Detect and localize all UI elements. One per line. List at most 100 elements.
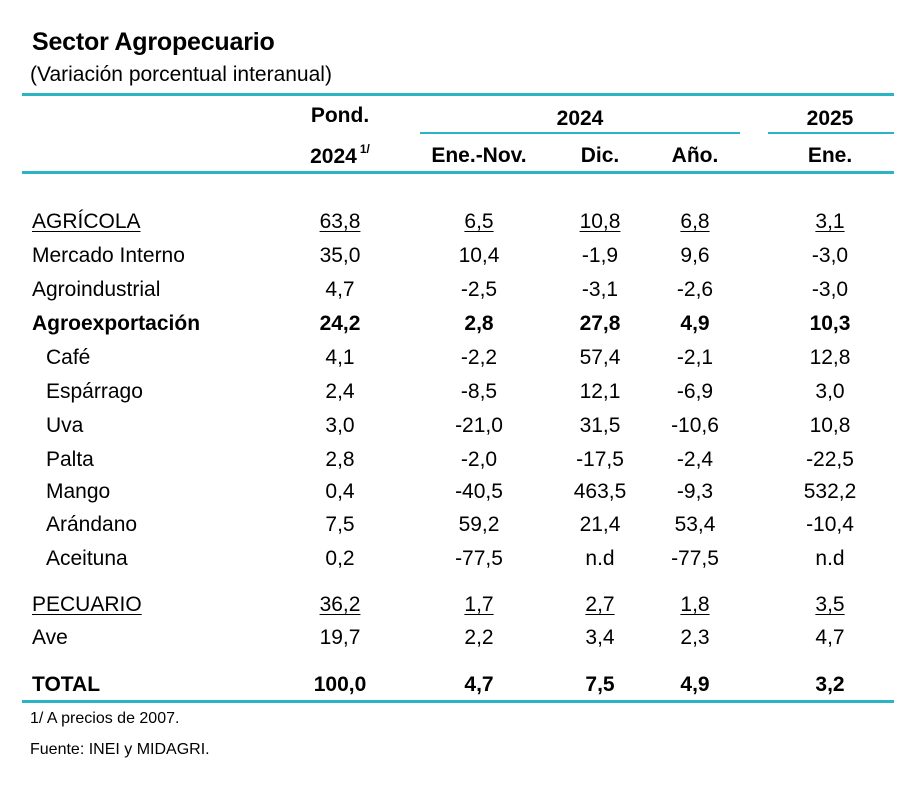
table-row: PECUARIO 36,2 1,7 2,7 1,8 3,5 xyxy=(0,593,901,627)
cell-ene: -3,0 xyxy=(811,244,849,267)
table-row: Agroexportación 24,2 2,8 27,8 4,9 10,3 xyxy=(0,312,901,346)
cell-pond: 7,5 xyxy=(325,513,355,536)
cell-ano: 1,8 xyxy=(680,593,710,616)
bottom-rule xyxy=(22,700,894,703)
cell-ene: 532,2 xyxy=(803,480,857,503)
cell-ano: 6,8 xyxy=(680,210,710,233)
table-row: Café 4,1 -2,2 57,4 -2,1 12,8 xyxy=(0,346,901,380)
cell-ene-nov: 59,2 xyxy=(458,513,500,536)
cell-dic: 57,4 xyxy=(579,346,621,369)
cell-dic: n.d xyxy=(585,547,615,570)
cell-dic: 21,4 xyxy=(579,513,621,536)
cell-ene: -3,0 xyxy=(811,278,849,301)
header-2024-rule xyxy=(420,132,740,134)
footnote-ref: 1/ xyxy=(359,142,370,156)
cell-ene-nov: 2,2 xyxy=(464,626,494,649)
cell-ano: -2,6 xyxy=(676,278,714,301)
row-label: Mango xyxy=(46,480,111,503)
cell-pond: 4,1 xyxy=(325,346,355,369)
table-row: Arándano 7,5 59,2 21,4 53,4 -10,4 xyxy=(0,513,901,547)
cell-ano: 53,4 xyxy=(674,513,716,536)
cell-ene-nov: -2,0 xyxy=(460,448,498,471)
cell-dic: 10,8 xyxy=(579,210,621,233)
cell-ene-nov: -77,5 xyxy=(455,547,503,570)
cell-pond: 0,2 xyxy=(325,547,355,570)
cell-pond: 100,0 xyxy=(313,673,367,696)
cell-pond: 19,7 xyxy=(319,626,361,649)
row-label: Agroexportación xyxy=(32,312,201,335)
cell-pond: 0,4 xyxy=(325,480,355,503)
row-label: PECUARIO xyxy=(32,593,142,616)
header-pond-year-text: 2024 xyxy=(310,145,357,168)
cell-ano: -2,1 xyxy=(676,346,714,369)
table-row: Mercado Interno 35,0 10,4 -1,9 9,6 -3,0 xyxy=(0,244,901,278)
cell-ano: 9,6 xyxy=(680,244,710,267)
row-label: TOTAL xyxy=(32,673,101,696)
table-row: Agroindustrial 4,7 -2,5 -3,1 -2,6 -3,0 xyxy=(0,278,901,312)
header-year-2024: 2024 xyxy=(556,107,604,130)
cell-dic: 463,5 xyxy=(573,480,627,503)
cell-ano: -9,3 xyxy=(676,480,714,503)
footnote: 1/ A precios de 2007. xyxy=(30,710,180,727)
cell-ene-nov: -8,5 xyxy=(460,380,498,403)
cell-pond: 4,7 xyxy=(325,278,355,301)
cell-dic: -17,5 xyxy=(576,448,624,471)
cell-pond: 2,8 xyxy=(325,448,355,471)
cell-pond: 24,2 xyxy=(319,312,361,335)
cell-pond: 63,8 xyxy=(319,210,361,233)
cell-ene-nov: -21,0 xyxy=(455,414,503,437)
cell-dic: 2,7 xyxy=(585,593,615,616)
cell-ano: 2,3 xyxy=(680,626,710,649)
cell-ano: -77,5 xyxy=(671,547,719,570)
top-rule xyxy=(22,93,894,96)
cell-ene: -10,4 xyxy=(806,513,854,536)
cell-ano: 4,9 xyxy=(680,312,710,335)
table-row: Mango 0,4 -40,5 463,5 -9,3 532,2 xyxy=(0,480,901,514)
cell-ene: -22,5 xyxy=(806,448,854,471)
cell-dic: 27,8 xyxy=(579,312,621,335)
row-label: Agroindustrial xyxy=(32,278,161,301)
cell-ene-nov: -40,5 xyxy=(455,480,503,503)
cell-dic: 12,1 xyxy=(579,380,621,403)
table-row: Espárrago 2,4 -8,5 12,1 -6,9 3,0 xyxy=(0,380,901,414)
cell-ene: 4,7 xyxy=(815,626,845,649)
cell-ene-nov: 2,8 xyxy=(464,312,494,335)
cell-ene: n.d xyxy=(815,547,845,570)
table-title: Sector Agropecuario xyxy=(32,28,275,56)
header-ano: Año. xyxy=(671,144,719,167)
header-ene-nov: Ene.-Nov. xyxy=(431,144,527,167)
cell-ene: 3,1 xyxy=(815,210,845,233)
cell-ano: -2,4 xyxy=(676,448,714,471)
cell-ene-nov: -2,5 xyxy=(460,278,498,301)
cell-ene: 3,0 xyxy=(815,380,845,403)
cell-ene: 10,8 xyxy=(809,414,851,437)
cell-pond: 2,4 xyxy=(325,380,355,403)
row-label: AGRÍCOLA xyxy=(32,210,141,233)
cell-dic: 31,5 xyxy=(579,414,621,437)
cell-ene-nov: -2,2 xyxy=(460,346,498,369)
header-year-2025: 2025 xyxy=(806,107,854,130)
header-pond-year: 2024 1/ xyxy=(290,142,390,169)
table-row: Aceituna 0,2 -77,5 n.d -77,5 n.d xyxy=(0,547,901,581)
row-label: Arándano xyxy=(46,513,138,536)
table-row-total: TOTAL 100,0 4,7 7,5 4,9 3,2 xyxy=(0,673,901,707)
cell-ene-nov: 10,4 xyxy=(458,244,500,267)
header-bottom-rule xyxy=(22,171,894,174)
cell-ene-nov: 1,7 xyxy=(464,593,494,616)
header-2025-rule xyxy=(768,132,894,134)
cell-ene-nov: 6,5 xyxy=(464,210,494,233)
row-label: Palta xyxy=(46,448,94,471)
source-note: Fuente: INEI y MIDAGRI. xyxy=(30,741,210,758)
cell-dic: -1,9 xyxy=(581,244,619,267)
row-label: Aceituna xyxy=(46,547,128,570)
row-label: Mercado Interno xyxy=(32,244,185,267)
cell-ene: 3,2 xyxy=(815,673,845,696)
table-row: Uva 3,0 -21,0 31,5 -10,6 10,8 xyxy=(0,414,901,448)
cell-pond: 3,0 xyxy=(325,414,355,437)
cell-ene: 10,3 xyxy=(809,312,851,335)
cell-dic: 7,5 xyxy=(585,673,615,696)
header-dic: Dic. xyxy=(580,144,620,167)
row-label: Ave xyxy=(32,626,68,649)
cell-ene: 12,8 xyxy=(809,346,851,369)
cell-ano: -6,9 xyxy=(676,380,714,403)
